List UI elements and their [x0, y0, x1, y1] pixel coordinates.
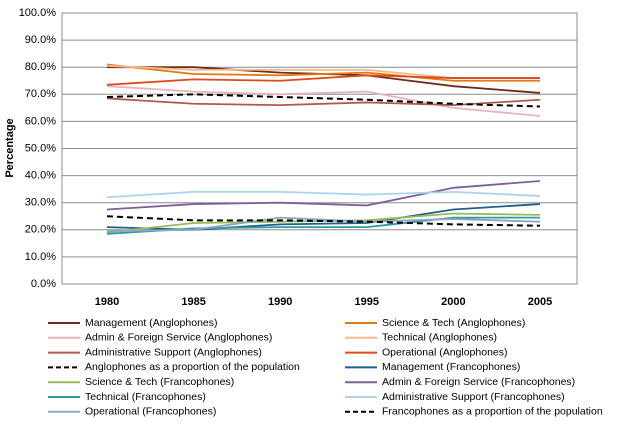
legend-label: Management (Anglophones) — [85, 317, 218, 329]
y-tick-label: 50.0% — [25, 142, 56, 154]
series-line — [106, 180, 541, 211]
series-line — [106, 190, 541, 199]
legend: Management (Anglophones) Science & Tech (… — [48, 317, 603, 418]
y-axis-label: Percentage — [4, 118, 16, 177]
legend-label: Science & Tech (Anglophones) — [382, 317, 525, 329]
legend-label: Management (Francophones) — [382, 361, 520, 373]
legend-label: Anglophones as a proportion of the popul… — [85, 361, 300, 373]
legend-label: Admin & Foreign Service (Francophones) — [382, 376, 575, 388]
y-tick-label: 10.0% — [25, 251, 56, 263]
series-line — [106, 93, 541, 108]
series-line — [106, 74, 540, 86]
x-tick-label: 1995 — [355, 296, 379, 308]
legend-label: Francophones as a proportion of the popu… — [382, 406, 603, 418]
legend-label: Admin & Foreign Service (Anglophones) — [85, 332, 272, 344]
legend-label: Operational (Francophones) — [85, 406, 216, 418]
legend-label: Technical (Francophones) — [85, 391, 206, 403]
y-tick-label: 0.0% — [31, 278, 56, 290]
y-tick-label: 60.0% — [25, 115, 56, 127]
y-tick-label: 20.0% — [25, 224, 56, 236]
series-line — [106, 212, 541, 234]
legend-label: Technical (Anglophones) — [382, 332, 497, 344]
y-tick-label: 90.0% — [25, 34, 56, 46]
legend-label: Administrative Support (Francophones) — [382, 391, 565, 403]
plot-border — [61, 12, 578, 285]
y-tick-label: 30.0% — [25, 197, 56, 209]
x-tick-label: 2005 — [528, 296, 552, 308]
x-tick-label: 1980 — [95, 296, 119, 308]
x-tick-label: 2000 — [441, 296, 465, 308]
series-line — [106, 85, 541, 117]
y-tick-label: 100.0% — [19, 7, 57, 19]
x-tick-label: 1985 — [181, 296, 205, 308]
legend-label: Science & Tech (Francophones) — [85, 376, 234, 388]
series-line — [106, 63, 540, 82]
y-tick-label: 70.0% — [25, 88, 56, 100]
series-line — [106, 215, 541, 227]
x-tick-label: 1990 — [268, 296, 292, 308]
series-line — [106, 216, 541, 233]
legend-label: Operational (Anglophones) — [382, 346, 508, 358]
y-tick-label: 40.0% — [25, 170, 56, 182]
y-tick-label: 80.0% — [25, 61, 56, 73]
legend-label: Administrative Support (Anglophones) — [85, 346, 262, 358]
